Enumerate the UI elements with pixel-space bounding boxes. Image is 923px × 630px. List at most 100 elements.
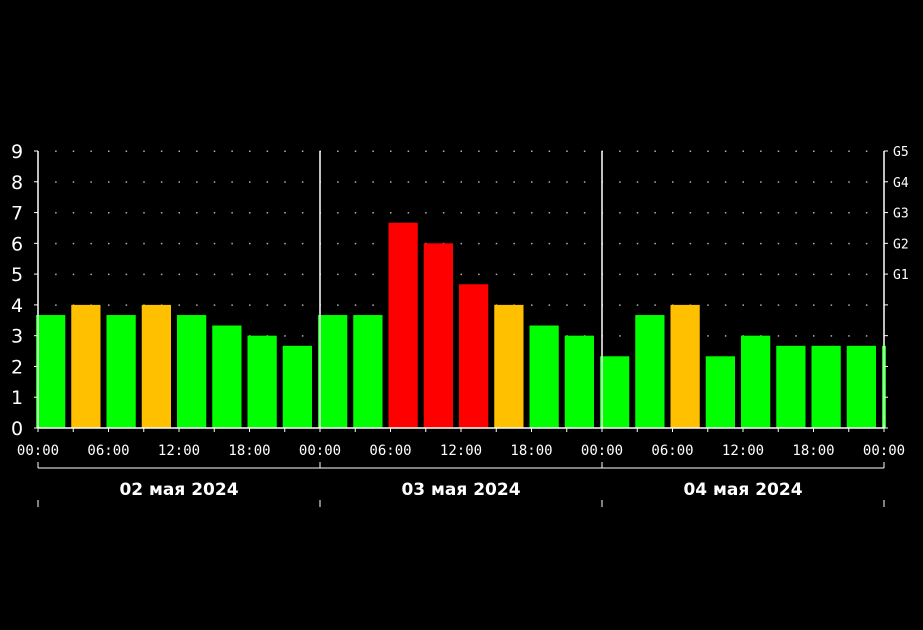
grid-dot bbox=[196, 304, 198, 306]
grid-dot bbox=[72, 181, 75, 183]
grid-dot bbox=[566, 304, 568, 306]
grid-dot bbox=[478, 242, 480, 245]
grid-dot bbox=[654, 242, 656, 245]
grid-dot bbox=[178, 273, 180, 276]
grid-dot bbox=[301, 304, 304, 306]
grid-dot bbox=[108, 304, 110, 306]
grid-dot bbox=[372, 181, 374, 183]
grid-dot bbox=[213, 150, 216, 152]
grid-dot bbox=[548, 181, 551, 183]
grid-dot bbox=[795, 335, 797, 337]
grid-dot bbox=[654, 212, 656, 214]
g-level-label: G3 bbox=[893, 207, 909, 222]
grid-dot bbox=[337, 181, 339, 183]
grid-dot bbox=[249, 273, 251, 276]
grid-dot bbox=[460, 273, 462, 276]
grid-dot bbox=[372, 150, 374, 152]
grid-dot bbox=[266, 150, 269, 152]
grid-dot bbox=[636, 273, 639, 276]
bar bbox=[36, 315, 66, 428]
grid-dot bbox=[777, 273, 780, 276]
grid-dot bbox=[619, 242, 621, 245]
grid-dot bbox=[108, 242, 110, 245]
grid-dot bbox=[619, 304, 621, 306]
grid-dot bbox=[425, 212, 427, 214]
day-labels: 02 мая 2024 03 мая 2024 04 мая 2024 bbox=[37, 462, 885, 507]
grid-dot bbox=[442, 150, 445, 152]
grid-dot bbox=[865, 242, 868, 245]
grid-dot bbox=[337, 273, 339, 276]
grid-dot bbox=[689, 150, 692, 152]
grid-dot bbox=[813, 150, 815, 152]
grid-dot bbox=[724, 335, 727, 337]
grid-dot bbox=[583, 242, 586, 245]
grid-dot bbox=[354, 181, 357, 183]
grid-dot bbox=[354, 304, 357, 306]
grid-dot bbox=[760, 181, 762, 183]
grid-dot bbox=[865, 150, 868, 152]
grid-dot bbox=[249, 212, 251, 214]
grid-dot bbox=[266, 304, 269, 306]
bar bbox=[776, 345, 806, 428]
grid-dot bbox=[125, 304, 128, 306]
grid-dot bbox=[478, 181, 480, 183]
grid-dot bbox=[830, 273, 833, 276]
grid-dot bbox=[249, 150, 251, 152]
grid-dot bbox=[795, 212, 797, 214]
grid-dot bbox=[830, 150, 833, 152]
grid-dot bbox=[372, 212, 374, 214]
x-tick-label: 06:00 bbox=[651, 443, 693, 459]
grid-dot bbox=[460, 242, 462, 245]
grid-dot bbox=[619, 150, 621, 152]
grid-dot bbox=[266, 242, 269, 245]
grid-dot bbox=[531, 181, 533, 183]
x-tick-label: 06:00 bbox=[369, 443, 411, 459]
grid-dot bbox=[619, 181, 621, 183]
grid-dot bbox=[777, 304, 780, 306]
grid-dot bbox=[636, 181, 639, 183]
grid-dot bbox=[760, 304, 762, 306]
grid-dot bbox=[724, 273, 727, 276]
bars bbox=[36, 222, 886, 428]
grid-dot bbox=[143, 242, 145, 245]
bar bbox=[282, 345, 312, 428]
grid-dot bbox=[760, 242, 762, 245]
grid-dot bbox=[284, 335, 286, 337]
bar bbox=[459, 284, 489, 428]
grid-dot bbox=[72, 150, 75, 152]
bar bbox=[388, 222, 418, 428]
x-tick-labels: 00:00 06:00 12:00 18:00 00:00 06:00 12:00 18:00… bbox=[17, 443, 905, 459]
bar bbox=[141, 304, 171, 428]
bar bbox=[529, 325, 559, 428]
grid-dot bbox=[425, 150, 427, 152]
grid-dot bbox=[231, 150, 233, 152]
y-tick-label: 9 bbox=[11, 141, 23, 163]
grid-dot bbox=[55, 181, 57, 183]
axes bbox=[34, 150, 888, 432]
grid-dot bbox=[478, 212, 480, 214]
x-tick-label: 12:00 bbox=[722, 443, 764, 459]
grid-dot bbox=[531, 150, 533, 152]
grid-dot bbox=[143, 273, 145, 276]
grid-dot bbox=[55, 242, 57, 245]
g-level-label: G4 bbox=[893, 176, 909, 191]
g-level-label: G5 bbox=[893, 145, 909, 160]
grid-dot bbox=[742, 181, 744, 183]
grid-dot bbox=[813, 242, 815, 245]
y-tick-labels: 0 1 2 3 4 5 6 7 8 9 bbox=[11, 141, 23, 440]
grid-dot bbox=[55, 150, 57, 152]
grid-dot bbox=[160, 273, 163, 276]
grid-dot bbox=[583, 273, 586, 276]
grid-dot bbox=[125, 181, 128, 183]
grid-dot bbox=[55, 273, 57, 276]
day-label: 03 мая 2024 bbox=[401, 480, 520, 500]
grid-dot bbox=[742, 212, 744, 214]
bar bbox=[600, 356, 630, 428]
grid-dot bbox=[301, 273, 304, 276]
grid-dot bbox=[777, 150, 780, 152]
grid-dot bbox=[72, 242, 75, 245]
day-label: 04 мая 2024 bbox=[683, 480, 802, 500]
grid-dot bbox=[442, 212, 445, 214]
grid-dot bbox=[830, 335, 833, 337]
grid-dot bbox=[231, 212, 233, 214]
